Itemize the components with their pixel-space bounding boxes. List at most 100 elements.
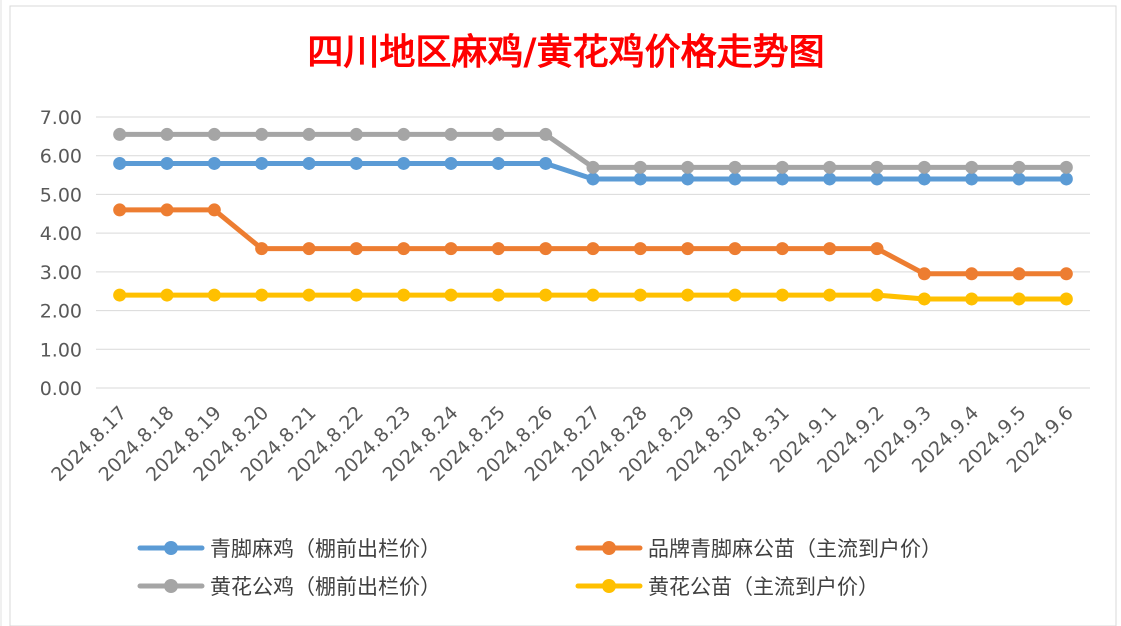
data-point (1012, 292, 1026, 306)
legend: 青脚麻鸡（棚前出栏价） 品牌青脚麻公苗（主流到户价） 黄花公鸡（棚前出栏价） 黄花公苗… (137, 537, 942, 599)
data-point (491, 288, 505, 302)
data-point (775, 288, 789, 302)
data-point (255, 242, 269, 256)
data-point (444, 127, 458, 141)
data-point (917, 267, 931, 281)
data-point (823, 160, 837, 174)
data-point (917, 292, 931, 306)
data-point (1059, 172, 1073, 186)
data-point (633, 160, 647, 174)
data-point (491, 156, 505, 170)
data-point (775, 172, 789, 186)
y-tick-label: 5.00 (40, 184, 82, 206)
data-point (633, 288, 647, 302)
y-tick-label: 4.00 (40, 223, 82, 245)
plot-series (113, 127, 1073, 306)
data-point (207, 127, 221, 141)
legend-item[interactable]: 黄花公鸡（棚前出栏价） (137, 575, 441, 599)
data-point (444, 242, 458, 256)
data-point (870, 288, 884, 302)
series-group (113, 288, 1073, 306)
data-point (681, 172, 695, 186)
data-point (113, 127, 127, 141)
series-group (113, 127, 1073, 174)
data-point (160, 127, 174, 141)
data-point (1012, 172, 1026, 186)
data-point (965, 267, 979, 281)
data-point (397, 127, 411, 141)
legend-swatch-marker (164, 579, 178, 593)
data-point (728, 172, 742, 186)
data-point (728, 160, 742, 174)
data-point (255, 156, 269, 170)
data-point (681, 160, 695, 174)
data-point (681, 288, 695, 302)
data-point (207, 203, 221, 217)
data-point (917, 160, 931, 174)
chart-border (9, 5, 1117, 626)
data-point (113, 156, 127, 170)
data-point (775, 242, 789, 256)
data-point (113, 203, 127, 217)
y-tick-label: 6.00 (40, 146, 82, 168)
y-tick-label: 1.00 (40, 339, 82, 361)
legend-item[interactable]: 品牌青脚麻公苗（主流到户价） (575, 537, 942, 561)
data-point (823, 242, 837, 256)
data-point (586, 242, 600, 256)
data-point (444, 156, 458, 170)
legend-item[interactable]: 黄花公苗（主流到户价） (575, 575, 879, 599)
legend-label: 品牌青脚麻公苗（主流到户价） (648, 537, 942, 561)
series-group (113, 203, 1073, 281)
data-point (160, 156, 174, 170)
data-point (397, 156, 411, 170)
data-point (965, 172, 979, 186)
data-point (775, 160, 789, 174)
data-point (1012, 160, 1026, 174)
data-point (491, 242, 505, 256)
data-point (302, 156, 316, 170)
data-point (207, 156, 221, 170)
data-point (207, 288, 221, 302)
data-point (255, 288, 269, 302)
data-point (1059, 292, 1073, 306)
data-point (539, 127, 553, 141)
data-point (302, 127, 316, 141)
data-point (539, 156, 553, 170)
data-point (349, 242, 363, 256)
data-point (681, 242, 695, 256)
data-point (160, 203, 174, 217)
data-point (870, 160, 884, 174)
data-point (586, 160, 600, 174)
data-point (444, 288, 458, 302)
y-axis: 0.00 1.00 2.00 3.00 4.00 5.00 6.00 7.00 (40, 107, 82, 400)
legend-item[interactable]: 青脚麻鸡（棚前出栏价） (137, 537, 441, 561)
data-point (397, 242, 411, 256)
y-tick-label: 0.00 (40, 378, 82, 400)
data-point (870, 242, 884, 256)
data-point (586, 288, 600, 302)
legend-swatch-marker (164, 541, 178, 555)
data-point (917, 172, 931, 186)
data-point (633, 172, 647, 186)
data-point (491, 127, 505, 141)
data-point (823, 172, 837, 186)
data-point (349, 127, 363, 141)
data-point (397, 288, 411, 302)
data-point (255, 127, 269, 141)
legend-swatch-marker (602, 541, 616, 555)
legend-label: 黄花公鸡（棚前出栏价） (210, 575, 441, 599)
legend-label: 黄花公苗（主流到户价） (648, 575, 879, 599)
data-point (633, 242, 647, 256)
legend-label: 青脚麻鸡（棚前出栏价） (210, 537, 441, 561)
chart-title: 四川地区麻鸡/黄花鸡价格走势图 (307, 31, 824, 73)
data-point (302, 288, 316, 302)
data-point (349, 288, 363, 302)
y-tick-label: 3.00 (40, 262, 82, 284)
data-point (965, 160, 979, 174)
data-point (160, 288, 174, 302)
gridlines (96, 116, 1090, 389)
data-point (302, 242, 316, 256)
y-tick-label: 7.00 (40, 107, 82, 129)
data-point (870, 172, 884, 186)
